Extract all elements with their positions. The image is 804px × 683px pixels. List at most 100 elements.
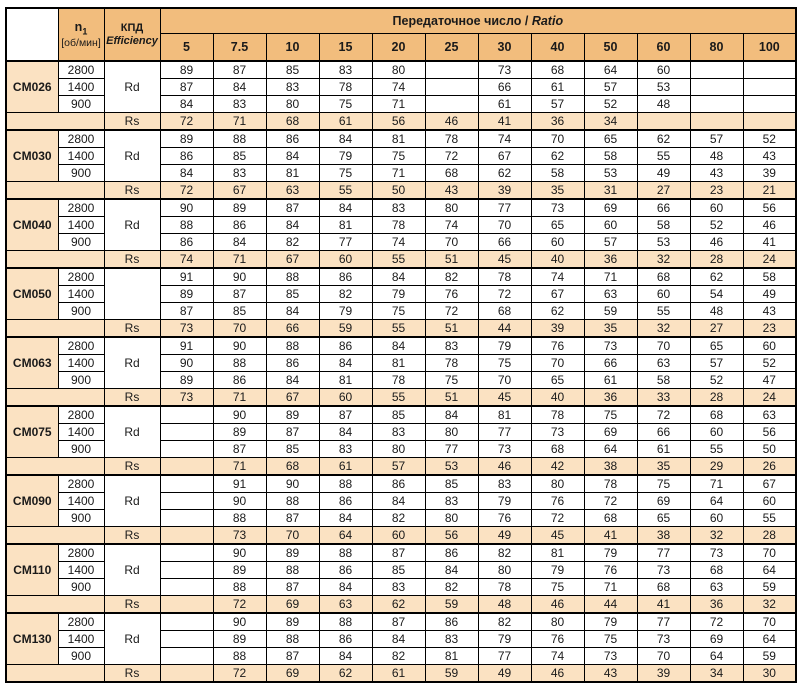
value-cell: 43 bbox=[742, 147, 797, 165]
rs-spacer-cell bbox=[5, 595, 105, 614]
value-cell: 61 bbox=[371, 664, 426, 683]
value-cell: 77 bbox=[477, 198, 532, 217]
value-cell: 32 bbox=[636, 250, 691, 269]
value-cell: 64 bbox=[689, 647, 744, 665]
value-cell: 57 bbox=[583, 78, 638, 96]
value-cell: 63 bbox=[583, 285, 638, 303]
value-cell: 61 bbox=[636, 440, 691, 458]
value-cell: 69 bbox=[265, 664, 320, 683]
value-cell: 65 bbox=[636, 509, 691, 527]
value-cell: 46 bbox=[530, 595, 585, 614]
value-cell: 77 bbox=[477, 423, 532, 441]
value-cell: 88 bbox=[265, 630, 320, 648]
value-cell: 50 bbox=[371, 181, 426, 200]
value-cell: 60 bbox=[583, 216, 638, 234]
value-cell: 67 bbox=[212, 181, 267, 200]
value-cell: 53 bbox=[636, 233, 691, 251]
speed-cell: 2800 bbox=[57, 405, 105, 424]
speed-cell: 900 bbox=[57, 95, 105, 113]
value-cell: 79 bbox=[477, 630, 532, 648]
value-cell: 80 bbox=[265, 95, 320, 113]
speed-cell: 2800 bbox=[57, 129, 105, 148]
value-cell: 70 bbox=[424, 233, 479, 251]
value-cell: 88 bbox=[318, 612, 373, 631]
value-cell bbox=[742, 95, 797, 113]
value-cell: 77 bbox=[636, 612, 691, 631]
value-cell: 85 bbox=[371, 405, 426, 424]
value-cell: 87 bbox=[371, 543, 426, 562]
value-cell: 80 bbox=[530, 474, 585, 493]
speed-row: 900 87 85 84 79 75 72 68 62 59 55 48 43 bbox=[6, 302, 797, 320]
value-cell: 72 bbox=[212, 664, 267, 683]
value-cell: 89 bbox=[265, 543, 320, 562]
value-cell: 73 bbox=[477, 440, 532, 458]
value-cell: 70 bbox=[477, 371, 532, 389]
value-cell: 35 bbox=[583, 319, 638, 338]
value-cell: 87 bbox=[212, 440, 267, 458]
value-cell: 66 bbox=[636, 198, 691, 217]
speed-cell: 1400 bbox=[57, 216, 105, 234]
value-cell: 55 bbox=[636, 147, 691, 165]
value-cell: 54 bbox=[689, 285, 744, 303]
value-cell: 79 bbox=[583, 543, 638, 562]
value-cell: 26 bbox=[742, 457, 797, 476]
model-cell: CM075 bbox=[5, 405, 59, 458]
value-cell: 71 bbox=[371, 95, 426, 113]
value-cell: 66 bbox=[477, 233, 532, 251]
value-cell: 60 bbox=[636, 60, 691, 79]
value-cell: 78 bbox=[424, 354, 479, 372]
value-cell: 84 bbox=[318, 129, 373, 148]
model-cell: CM040 bbox=[5, 198, 59, 251]
value-cell: 69 bbox=[583, 423, 638, 441]
model-cell: CM026 bbox=[5, 60, 59, 113]
value-cell: 67 bbox=[265, 250, 320, 269]
value-cell: 88 bbox=[265, 267, 320, 286]
value-cell: 60 bbox=[742, 492, 797, 510]
value-cell: 45 bbox=[477, 250, 532, 269]
efficiency-symbol-cell: Rd bbox=[103, 198, 161, 251]
value-cell: 75 bbox=[583, 630, 638, 648]
efficiency-symbol-cell: Rd bbox=[103, 336, 161, 389]
value-cell: 49 bbox=[636, 164, 691, 182]
value-cell: 42 bbox=[530, 457, 585, 476]
n1-unit-label: [об/мин] bbox=[61, 36, 101, 49]
value-cell: 73 bbox=[689, 543, 744, 562]
value-cell: 62 bbox=[530, 147, 585, 165]
value-cell: 56 bbox=[742, 198, 797, 217]
value-cell: 45 bbox=[530, 526, 585, 545]
ratio-header-cell: 80 bbox=[689, 33, 744, 62]
value-cell: 48 bbox=[689, 302, 744, 320]
value-cell: 90 bbox=[212, 336, 267, 355]
value-cell: 84 bbox=[371, 630, 426, 648]
value-cell: 84 bbox=[318, 509, 373, 527]
speed-cell: 900 bbox=[57, 371, 105, 389]
value-cell: 86 bbox=[159, 233, 214, 251]
value-cell: 57 bbox=[689, 354, 744, 372]
value-cell: 46 bbox=[424, 112, 479, 131]
value-cell: 51 bbox=[424, 250, 479, 269]
value-cell: 60 bbox=[371, 526, 426, 545]
value-cell: 78 bbox=[371, 371, 426, 389]
value-cell: 75 bbox=[636, 474, 691, 493]
speed-row: CM110 2800 Rd 90 89 88 87 86 82 81 79 77 73 70 bbox=[5, 543, 797, 596]
value-cell: 73 bbox=[212, 526, 267, 545]
value-cell: 86 bbox=[212, 371, 267, 389]
value-cell: 60 bbox=[742, 336, 797, 355]
value-cell: 39 bbox=[530, 319, 585, 338]
value-cell: 56 bbox=[742, 423, 797, 441]
value-cell: 77 bbox=[477, 647, 532, 665]
value-cell: 71 bbox=[371, 164, 426, 182]
value-cell: 72 bbox=[530, 509, 585, 527]
speed-cell: 1400 bbox=[57, 354, 105, 372]
value-cell: 90 bbox=[212, 612, 267, 631]
value-cell: 89 bbox=[212, 198, 267, 217]
value-cell: 63 bbox=[636, 354, 691, 372]
speed-cell: 2800 bbox=[57, 60, 105, 79]
value-cell: 23 bbox=[689, 181, 744, 200]
ratio-header-cell: 50 bbox=[583, 33, 638, 62]
value-cell: 87 bbox=[265, 578, 320, 596]
value-cell: 73 bbox=[583, 647, 638, 665]
rs-row: Rs 72 67 63 55 50 43 39 35 31 27 23 21 bbox=[5, 181, 797, 200]
value-cell: 80 bbox=[424, 198, 479, 217]
speed-row: 900 88 87 84 82 80 76 72 68 65 60 55 bbox=[6, 509, 797, 527]
